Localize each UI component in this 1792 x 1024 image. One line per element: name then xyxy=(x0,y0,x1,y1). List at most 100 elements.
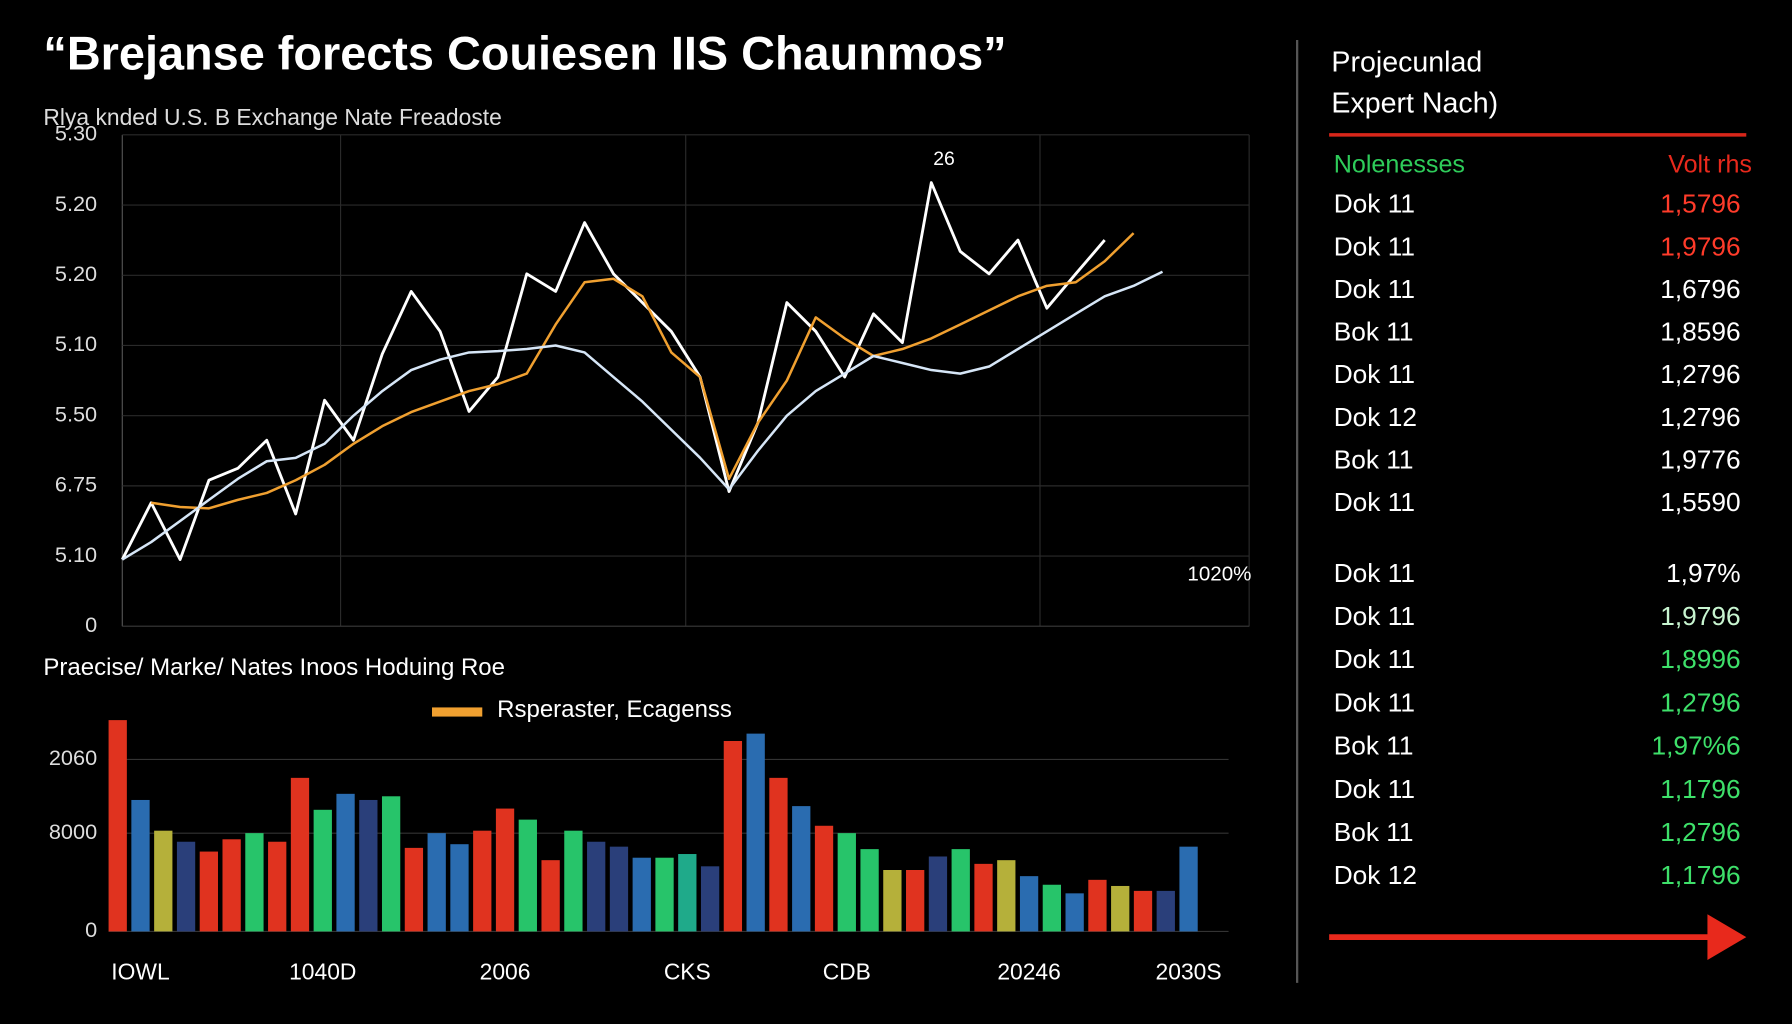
bar xyxy=(450,844,469,932)
bar xyxy=(1156,890,1175,932)
bar xyxy=(473,830,492,932)
row-value: 1,2796 xyxy=(1660,402,1740,432)
row-name: Bok 11 xyxy=(1334,444,1414,474)
y-tick-label: 0 xyxy=(85,612,97,637)
x-tick-label: 2006 xyxy=(480,959,531,985)
column-header: Volt rhs xyxy=(1668,150,1752,178)
y-tick-label: 0 xyxy=(85,917,97,942)
line-chart-title: Rlya knded U.S. B Exchange Nate Freadost… xyxy=(43,104,501,130)
row-name: Dok 11 xyxy=(1334,487,1415,517)
bar xyxy=(222,839,241,932)
bar xyxy=(359,799,378,932)
x-tick-label: 2030S xyxy=(1156,959,1222,985)
annotation: 1020% xyxy=(1187,562,1251,585)
y-tick-label: 6.75 xyxy=(55,472,97,497)
row-value: 1,6796 xyxy=(1660,274,1740,304)
bar xyxy=(655,857,674,932)
row-value: 1,5590 xyxy=(1660,487,1740,517)
bar xyxy=(495,808,515,932)
bar xyxy=(906,870,925,932)
row-value: 1,8596 xyxy=(1660,317,1740,347)
row-value: 1,1796 xyxy=(1660,774,1740,804)
bar xyxy=(336,793,355,932)
row-name: Bok 11 xyxy=(1334,817,1414,847)
bar xyxy=(176,841,196,932)
bar xyxy=(1111,885,1130,932)
panel-title: Expert Nach) xyxy=(1331,88,1498,120)
bar xyxy=(564,830,583,932)
row-name: Bok 11 xyxy=(1334,731,1414,761)
legend-label: Rsperaster, Ecagenss xyxy=(497,696,732,723)
row-value: 1,2796 xyxy=(1660,687,1740,717)
bar xyxy=(313,809,332,932)
bar xyxy=(792,806,811,932)
bar xyxy=(700,866,720,932)
bar xyxy=(427,833,446,932)
arrow-head xyxy=(1707,914,1747,960)
bar xyxy=(1179,846,1198,932)
line-series xyxy=(121,181,1106,561)
line-series xyxy=(151,232,1135,510)
bar xyxy=(769,777,788,932)
bar xyxy=(1088,879,1107,932)
row-name: Dok 11 xyxy=(1334,558,1415,588)
y-tick-label: 5.10 xyxy=(55,542,97,567)
y-tick-label: 5.10 xyxy=(55,331,97,356)
bar xyxy=(587,841,606,932)
bar xyxy=(928,856,948,932)
bar xyxy=(837,833,856,932)
row-value: 1,9796 xyxy=(1660,231,1740,261)
vertical-grid xyxy=(340,134,1250,627)
annotation: 26 xyxy=(933,148,955,170)
bar xyxy=(746,733,765,932)
y-tick-label: 5.20 xyxy=(55,191,97,216)
bar xyxy=(632,857,651,932)
bar xyxy=(974,863,993,932)
bar xyxy=(678,854,697,932)
bar xyxy=(1133,890,1153,932)
bar xyxy=(381,796,401,932)
y-tick-label: 5.30 xyxy=(55,121,97,146)
row-name: Bok 11 xyxy=(1334,317,1414,347)
row-value: 1,2796 xyxy=(1660,359,1740,389)
row-value: 1,2796 xyxy=(1660,817,1740,847)
row-name: Dok 11 xyxy=(1334,359,1415,389)
row-value: 1,9776 xyxy=(1660,444,1740,474)
row-name: Dok 11 xyxy=(1334,601,1415,631)
panel-title: Projecunlad xyxy=(1331,47,1482,79)
bar xyxy=(723,741,743,932)
row-value: 1,8996 xyxy=(1660,644,1740,674)
x-tick-label: CDB xyxy=(823,959,871,985)
bar xyxy=(814,825,834,932)
bar xyxy=(1019,876,1039,932)
page-title: “Brejanse forects Couiesen IIS Chaunmos” xyxy=(43,28,1006,80)
x-tick-label: 1040D xyxy=(289,959,356,985)
bar xyxy=(245,833,264,932)
row-name: Dok 11 xyxy=(1334,644,1415,674)
bar xyxy=(131,799,150,932)
bar xyxy=(1065,893,1084,932)
row-name: Dok 11 xyxy=(1334,774,1415,804)
legend-swatch xyxy=(432,707,483,717)
bar xyxy=(518,819,537,932)
bar xyxy=(609,846,629,932)
row-value: 1,9796 xyxy=(1660,601,1740,631)
bar xyxy=(883,870,902,932)
line-series xyxy=(121,270,1164,561)
bar xyxy=(541,860,560,932)
x-tick-label: CKS xyxy=(664,959,711,985)
row-value: 1,5796 xyxy=(1660,189,1740,219)
row-value: 1,97%6 xyxy=(1651,731,1740,761)
bar xyxy=(860,849,879,932)
bar xyxy=(290,777,310,932)
row-value: 1,1796 xyxy=(1660,860,1740,890)
row-name: Dok 11 xyxy=(1334,189,1415,219)
bar xyxy=(154,830,173,932)
bar xyxy=(268,841,287,932)
row-name: Dok 11 xyxy=(1334,274,1415,304)
row-name: Dok 12 xyxy=(1334,860,1417,890)
x-tick-label: IOWL xyxy=(111,959,169,985)
row-name: Dok 11 xyxy=(1334,687,1415,717)
